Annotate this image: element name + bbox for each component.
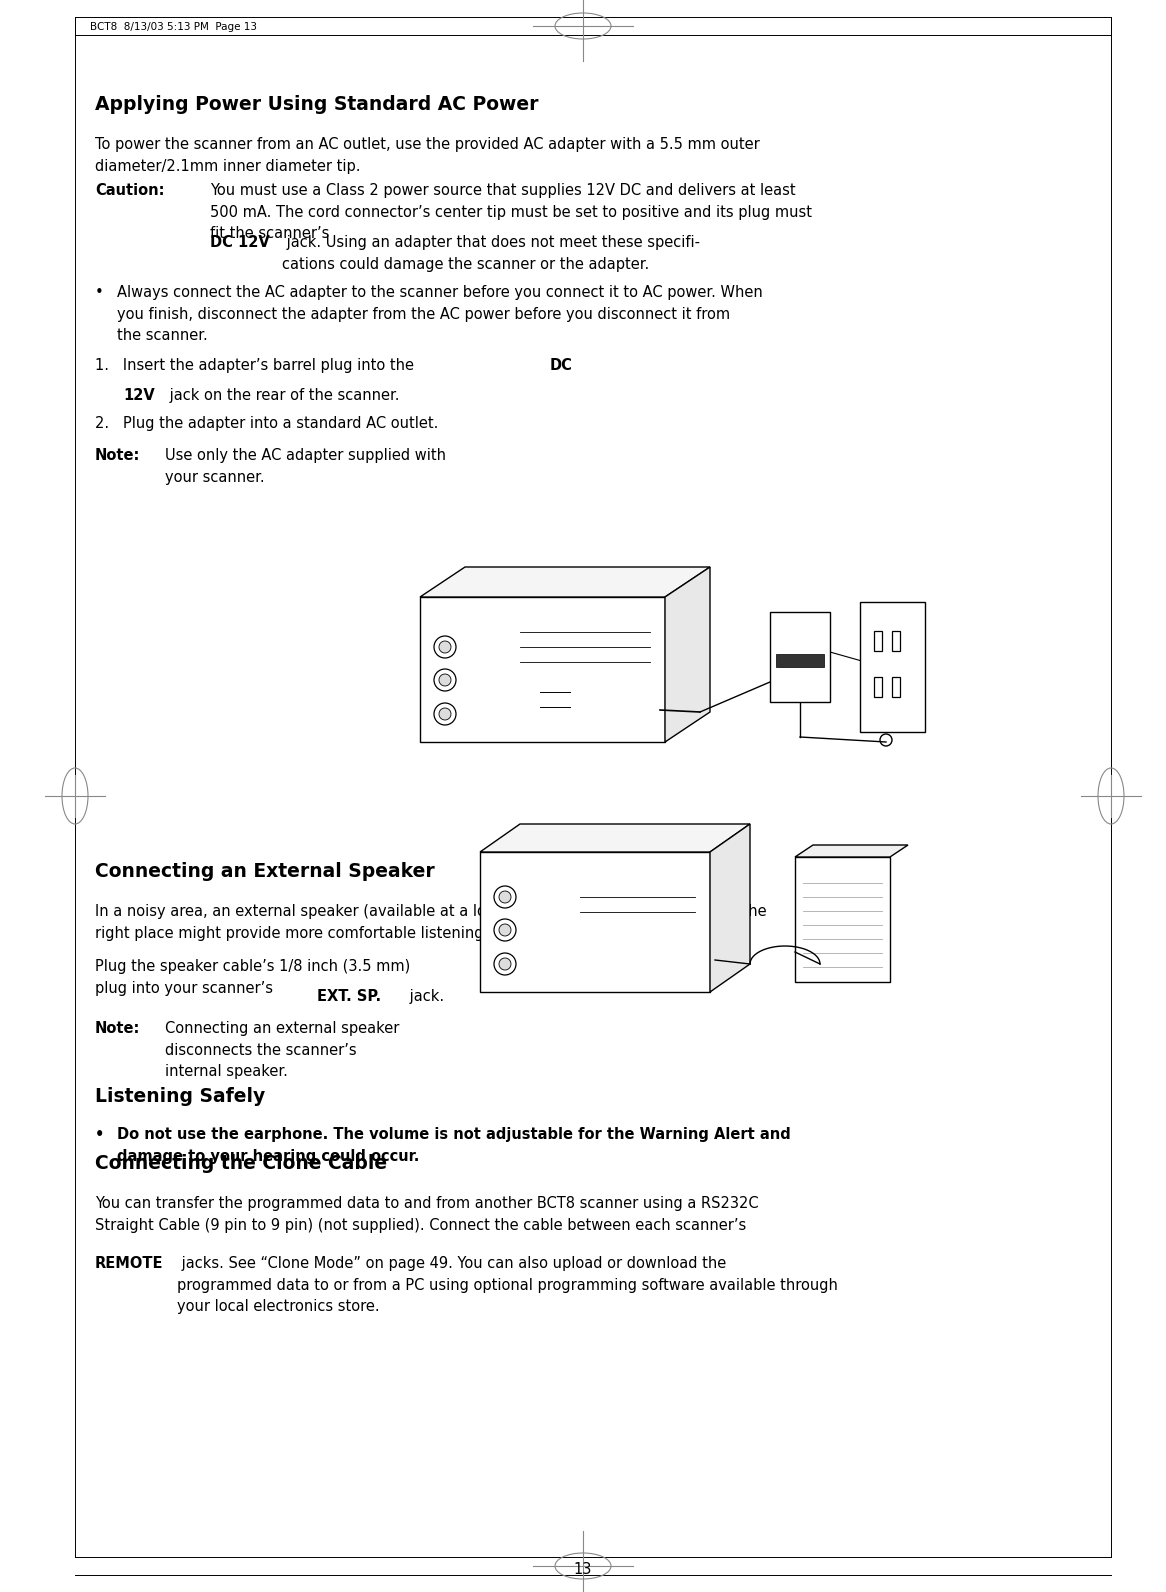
Polygon shape: [665, 567, 710, 742]
Polygon shape: [861, 602, 925, 732]
Text: Always connect the AC adapter to the scanner before you connect it to AC power. : Always connect the AC adapter to the sca…: [117, 285, 763, 344]
Circle shape: [499, 958, 511, 970]
Text: Note:: Note:: [94, 1020, 140, 1036]
Text: Use only the AC adapter supplied with
your scanner.: Use only the AC adapter supplied with yo…: [166, 447, 447, 484]
Polygon shape: [874, 630, 881, 651]
Text: 13: 13: [574, 1562, 592, 1578]
Circle shape: [440, 673, 451, 686]
Circle shape: [440, 642, 451, 653]
Text: REMOTE: REMOTE: [94, 1256, 163, 1270]
Polygon shape: [795, 845, 908, 856]
Polygon shape: [710, 825, 750, 992]
Polygon shape: [777, 654, 824, 667]
Circle shape: [499, 892, 511, 903]
Text: 12V: 12V: [785, 646, 815, 661]
Text: jacks. See “Clone Mode” on page 49. You can also upload or download the
programm: jacks. See “Clone Mode” on page 49. You …: [177, 1256, 838, 1315]
Text: 12V: 12V: [122, 388, 155, 403]
Text: Applying Power Using Standard AC Power: Applying Power Using Standard AC Power: [94, 96, 539, 115]
Text: To power the scanner from an AC outlet, use the provided AC adapter with a 5.5 m: To power the scanner from an AC outlet, …: [94, 137, 760, 174]
Text: 1.   Insert the adapter’s barrel plug into the: 1. Insert the adapter’s barrel plug into…: [94, 358, 419, 373]
Polygon shape: [420, 597, 665, 742]
Text: BCT8  8/13/03 5:13 PM  Page 13: BCT8 8/13/03 5:13 PM Page 13: [90, 22, 257, 32]
Polygon shape: [892, 630, 900, 651]
Text: Do not use the earphone. The volume is not adjustable for the Warning Alert and
: Do not use the earphone. The volume is n…: [117, 1127, 791, 1164]
Polygon shape: [480, 852, 710, 992]
Text: Listening Safely: Listening Safely: [94, 1087, 265, 1106]
Polygon shape: [795, 856, 890, 982]
Text: •: •: [94, 1127, 110, 1141]
Polygon shape: [892, 677, 900, 697]
Text: Plug the speaker cable’s 1/8 inch (3.5 mm)
plug into your scanner’s: Plug the speaker cable’s 1/8 inch (3.5 m…: [94, 958, 410, 995]
Text: Note:: Note:: [94, 447, 140, 463]
Polygon shape: [420, 567, 710, 597]
Text: 2.   Plug the adapter into a standard AC outlet.: 2. Plug the adapter into a standard AC o…: [94, 416, 438, 431]
Text: In a noisy area, an external speaker (available at a local electronics store) po: In a noisy area, an external speaker (av…: [94, 904, 766, 941]
Text: DC: DC: [550, 358, 573, 373]
Polygon shape: [874, 677, 881, 697]
Circle shape: [440, 708, 451, 720]
Text: Connecting an external speaker
disconnects the scanner’s
internal speaker.: Connecting an external speaker disconnec…: [166, 1020, 400, 1079]
Circle shape: [499, 923, 511, 936]
Text: jack on the rear of the scanner.: jack on the rear of the scanner.: [166, 388, 400, 403]
Text: jack.: jack.: [405, 989, 444, 1005]
Text: Connecting an External Speaker: Connecting an External Speaker: [94, 861, 435, 880]
Text: DC 12V: DC 12V: [210, 236, 269, 250]
Text: You can transfer the programmed data to and from another BCT8 scanner using a RS: You can transfer the programmed data to …: [94, 1196, 759, 1232]
Text: EXT. SP.: EXT. SP.: [317, 989, 381, 1005]
Polygon shape: [480, 825, 750, 852]
Text: •: •: [94, 285, 104, 299]
Text: jack. Using an adapter that does not meet these specifi-
cations could damage th: jack. Using an adapter that does not mee…: [282, 236, 700, 272]
Polygon shape: [770, 611, 830, 702]
Text: Connecting the Clone Cable: Connecting the Clone Cable: [94, 1154, 387, 1173]
Text: You must use a Class 2 power source that supplies 12V DC and delivers at least
5: You must use a Class 2 power source that…: [210, 183, 812, 242]
Text: Caution:: Caution:: [94, 183, 164, 197]
